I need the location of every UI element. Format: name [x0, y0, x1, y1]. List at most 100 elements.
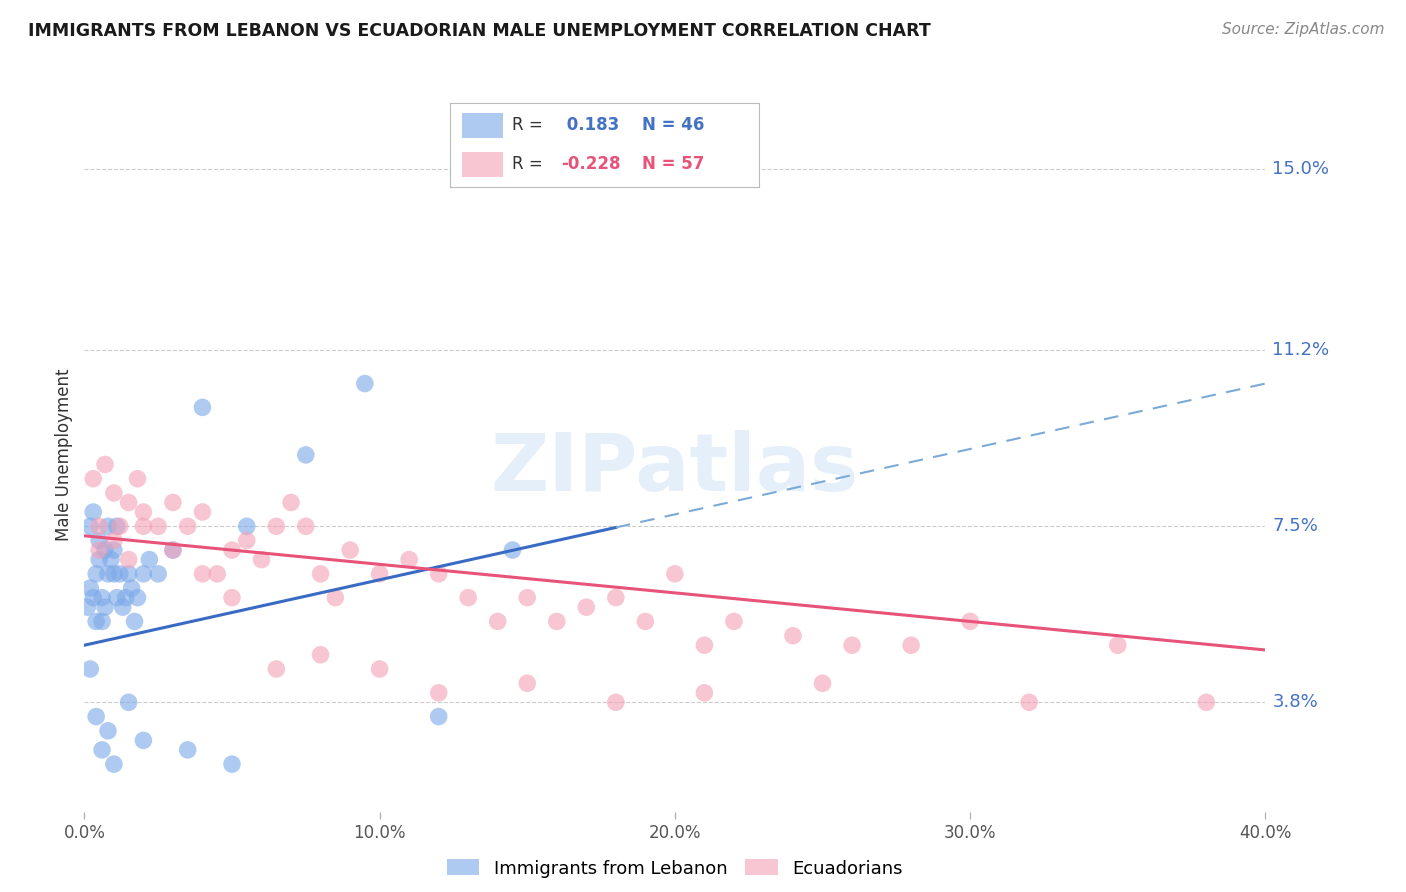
Point — [132, 566, 155, 581]
Point — [82, 505, 104, 519]
Point — [79, 581, 101, 595]
Point — [427, 709, 450, 723]
Point — [121, 581, 143, 595]
Point — [235, 533, 259, 548]
Point — [103, 566, 125, 581]
Point — [634, 615, 657, 629]
Y-axis label: Male Unemployment: Male Unemployment — [55, 368, 73, 541]
Point — [575, 600, 598, 615]
Text: 7.5%: 7.5% — [1272, 517, 1319, 535]
Point — [264, 519, 288, 533]
FancyBboxPatch shape — [463, 112, 502, 138]
Point — [605, 591, 627, 605]
Point — [723, 615, 745, 629]
Point — [132, 505, 155, 519]
Point — [191, 566, 214, 581]
Point — [205, 566, 228, 581]
Point — [132, 733, 155, 747]
Point — [103, 533, 125, 548]
Point — [91, 615, 114, 629]
Point — [97, 723, 120, 738]
Point — [162, 495, 184, 509]
Point — [457, 591, 479, 605]
Point — [91, 591, 114, 605]
Point — [368, 662, 391, 676]
Point — [693, 686, 716, 700]
Point — [501, 543, 523, 558]
Point — [100, 552, 122, 566]
Point — [148, 566, 170, 581]
Point — [132, 519, 155, 533]
Point — [605, 695, 627, 709]
Text: ZIPatlas: ZIPatlas — [491, 430, 859, 508]
Point — [97, 519, 120, 533]
Text: IMMIGRANTS FROM LEBANON VS ECUADORIAN MALE UNEMPLOYMENT CORRELATION CHART: IMMIGRANTS FROM LEBANON VS ECUADORIAN MA… — [28, 22, 931, 40]
Point — [103, 486, 125, 500]
FancyBboxPatch shape — [463, 152, 502, 178]
Point — [108, 519, 131, 533]
Point — [664, 566, 686, 581]
Text: 0.183: 0.183 — [561, 117, 620, 135]
Point — [1107, 638, 1129, 652]
Point — [841, 638, 863, 652]
Point — [427, 686, 450, 700]
Point — [398, 552, 420, 566]
Point — [959, 615, 981, 629]
Point — [97, 566, 120, 581]
Point — [235, 519, 259, 533]
Point — [127, 591, 149, 605]
Point — [94, 543, 117, 558]
Point — [84, 709, 107, 723]
Point — [94, 600, 117, 615]
Point — [264, 662, 288, 676]
Text: N = 46: N = 46 — [641, 117, 704, 135]
Point — [79, 519, 101, 533]
Point — [221, 543, 243, 558]
Point — [162, 543, 184, 558]
Point — [76, 600, 98, 615]
Point — [118, 695, 141, 709]
Text: 3.8%: 3.8% — [1272, 693, 1319, 711]
Point — [782, 629, 804, 643]
Point — [900, 638, 922, 652]
Text: R =: R = — [512, 155, 543, 173]
Point — [82, 472, 104, 486]
Point — [105, 519, 128, 533]
Point — [1018, 695, 1040, 709]
Point — [114, 591, 136, 605]
Point — [354, 376, 377, 391]
Point — [250, 552, 273, 566]
Point — [103, 757, 125, 772]
Point — [516, 676, 538, 690]
Point — [148, 519, 170, 533]
Point — [82, 591, 104, 605]
Point — [221, 591, 243, 605]
Point — [162, 543, 184, 558]
Point — [87, 533, 111, 548]
Point — [486, 615, 509, 629]
Text: R =: R = — [512, 117, 543, 135]
Point — [105, 591, 128, 605]
Point — [339, 543, 361, 558]
Point — [280, 495, 302, 509]
Point — [516, 591, 538, 605]
Point — [693, 638, 716, 652]
Point — [323, 591, 347, 605]
Point — [108, 566, 131, 581]
Text: 11.2%: 11.2% — [1272, 342, 1330, 359]
Point — [138, 552, 160, 566]
Point — [118, 552, 141, 566]
Point — [177, 743, 200, 757]
Point — [79, 662, 101, 676]
Legend: Immigrants from Lebanon, Ecuadorians: Immigrants from Lebanon, Ecuadorians — [440, 852, 910, 885]
Point — [811, 676, 834, 690]
Text: -0.228: -0.228 — [561, 155, 621, 173]
Point — [103, 543, 125, 558]
Point — [191, 401, 214, 415]
Point — [177, 519, 200, 533]
Text: Source: ZipAtlas.com: Source: ZipAtlas.com — [1222, 22, 1385, 37]
Point — [91, 743, 114, 757]
Point — [87, 543, 111, 558]
Point — [191, 505, 214, 519]
Point — [118, 495, 141, 509]
